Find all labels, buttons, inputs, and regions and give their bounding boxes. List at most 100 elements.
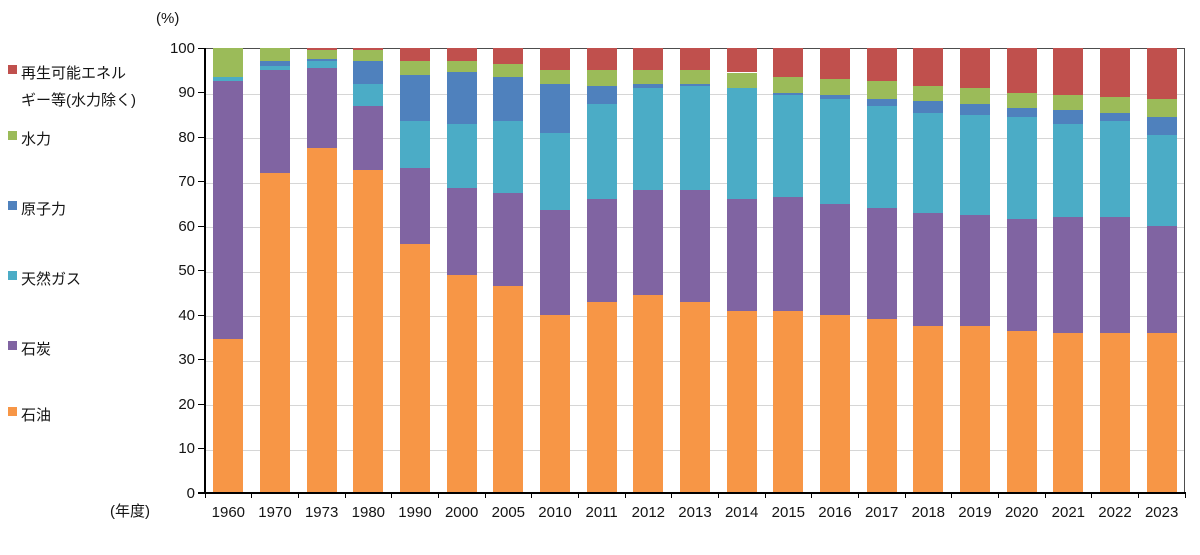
bar-2021 (1053, 48, 1084, 493)
bar-segment-2011-水力 (586, 70, 617, 86)
bar-segment-2013-天然ガス (680, 85, 710, 191)
bar-segment-2022-天然ガス (1100, 121, 1130, 218)
bar-segment-2022-原子力 (1100, 112, 1130, 122)
bar-segment-2015-原子力 (773, 92, 804, 95)
bar-segment-2016-石炭 (820, 203, 850, 315)
x-tick-mark-3 (344, 494, 346, 498)
x-tick-label-1973: 1973 (304, 504, 339, 521)
x-tick-mark-4 (391, 494, 393, 498)
y-tick-label-30: 30 (178, 351, 195, 368)
bar-segment-2019-水力 (960, 88, 990, 104)
x-tick-label-2010: 2010 (538, 504, 572, 521)
x-tick-mark-1 (251, 494, 253, 498)
bar-segment-2000-再生可能エネルギー等(水力除く) (446, 48, 477, 62)
y-tick-mark-20 (198, 403, 204, 405)
bar-segment-2020-原子力 (1006, 108, 1037, 117)
bar-segment-2015-天然ガス (773, 94, 804, 198)
x-tick-mark-2 (297, 494, 299, 498)
bar-segment-2021-原子力 (1053, 110, 1084, 124)
x-tick-mark-6 (484, 494, 486, 498)
x-tick-mark-19 (1091, 494, 1093, 498)
x-tick-mark-16 (951, 494, 953, 498)
y-tick-label-90: 90 (178, 84, 195, 101)
bar-segment-2012-水力 (633, 70, 664, 84)
x-tick-mark-11 (717, 494, 719, 498)
x-tick-label-1970: 1970 (258, 504, 292, 521)
x-tick-label-2000: 2000 (444, 504, 479, 521)
bar-segment-2015-石油 (773, 310, 804, 493)
y-tick-mark-90 (198, 92, 204, 93)
bar-segment-2016-再生可能エネルギー等(水力除く) (820, 48, 850, 80)
bar-segment-2019-石炭 (960, 214, 990, 327)
x-tick-mark-18 (1044, 494, 1046, 498)
bar-segment-2014-石油 (726, 310, 757, 493)
bar-segment-1980-再生可能エネルギー等(水力除く) (353, 48, 384, 51)
bar-segment-2021-天然ガス (1053, 123, 1084, 218)
bar-segment-1973-石炭 (306, 68, 337, 149)
bar-segment-1980-石油 (353, 170, 384, 493)
x-tick-label-2013: 2013 (678, 504, 712, 521)
x-tick-label-1960: 1960 (211, 504, 246, 521)
bar-segment-2016-天然ガス (820, 99, 850, 204)
y-tick-label-20: 20 (178, 395, 195, 413)
y-tick-label-70: 70 (178, 173, 195, 190)
y-tick-mark-60 (198, 225, 204, 227)
bar-segment-2023-水力 (1146, 99, 1177, 117)
x-tick-mark-13 (811, 494, 813, 498)
legend-swatch-水力 (8, 131, 17, 140)
bar-2019 (960, 48, 990, 493)
y-axis-unit-label: (%) (156, 10, 180, 27)
legend-label-石油: 石油 (21, 407, 52, 424)
bar-segment-2020-水力 (1006, 92, 1037, 109)
bar-segment-2010-石油 (540, 315, 570, 493)
bar-segment-2019-天然ガス (960, 114, 990, 215)
x-axis-line (198, 492, 1186, 494)
x-tick-mark-14 (857, 494, 859, 498)
bar-segment-2017-石炭 (866, 208, 897, 320)
bar-segment-2020-天然ガス (1006, 116, 1037, 220)
legend-label-石炭: 石炭 (21, 341, 52, 358)
bar-segment-2017-原子力 (866, 99, 897, 106)
bar-segment-2013-原子力 (680, 83, 710, 86)
legend-label-天然ガス: 天然ガス (21, 271, 82, 288)
bar-segment-1990-水力 (400, 61, 430, 75)
bar-segment-2005-再生可能エネルギー等(水力除く) (493, 48, 524, 64)
bar-segment-2019-再生可能エネルギー等(水力除く) (960, 48, 990, 89)
bar-1990 (400, 48, 430, 493)
bar-segment-1970-石炭 (260, 70, 290, 173)
x-tick-mark-15 (904, 494, 906, 498)
x-tick-label-2021: 2021 (1051, 504, 1086, 521)
bar-segment-2012-石炭 (633, 190, 664, 295)
bar-segment-2022-石油 (1100, 332, 1130, 493)
bar-segment-2017-水力 (866, 81, 897, 100)
bar-segment-2023-原子力 (1146, 116, 1177, 135)
bar-2017 (866, 48, 897, 493)
bar-segment-2016-石油 (820, 315, 850, 493)
bar-1960 (213, 48, 244, 493)
bar-segment-2017-再生可能エネルギー等(水力除く) (866, 48, 897, 82)
bar-segment-2005-水力 (493, 63, 524, 77)
bar-segment-1990-石油 (400, 243, 430, 493)
x-tick-label-2012: 2012 (631, 504, 666, 521)
y-tick-label-50: 50 (178, 262, 195, 279)
bar-segment-2023-石炭 (1146, 226, 1177, 333)
bar-segment-2015-石炭 (773, 197, 804, 311)
bar-2014 (726, 48, 757, 493)
bar-segment-2016-原子力 (820, 94, 850, 100)
bar-segment-1973-原子力 (306, 59, 337, 62)
y-tick-mark-40 (198, 314, 204, 316)
bar-segment-2011-石油 (586, 301, 617, 493)
bar-segment-2000-天然ガス (446, 123, 477, 189)
bar-segment-2015-水力 (773, 76, 804, 93)
bar-segment-2010-原子力 (540, 83, 570, 133)
bar-segment-2023-石油 (1146, 332, 1177, 493)
bar-segment-2013-石炭 (680, 190, 710, 302)
bar-segment-2011-天然ガス (586, 103, 617, 200)
y-tick-mark-80 (198, 136, 204, 138)
x-tick-mark-12 (764, 494, 766, 498)
x-tick-mark-0 (204, 494, 206, 498)
bar-segment-2017-天然ガス (866, 105, 897, 209)
bar-1973 (306, 48, 337, 493)
bar-segment-2005-天然ガス (493, 121, 524, 193)
bar-2013 (680, 48, 710, 493)
